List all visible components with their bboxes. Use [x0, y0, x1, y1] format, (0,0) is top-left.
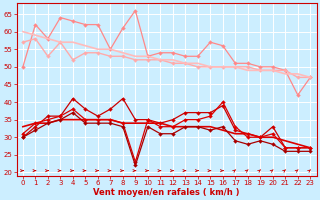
- X-axis label: Vent moyen/en rafales ( km/h ): Vent moyen/en rafales ( km/h ): [93, 188, 240, 197]
